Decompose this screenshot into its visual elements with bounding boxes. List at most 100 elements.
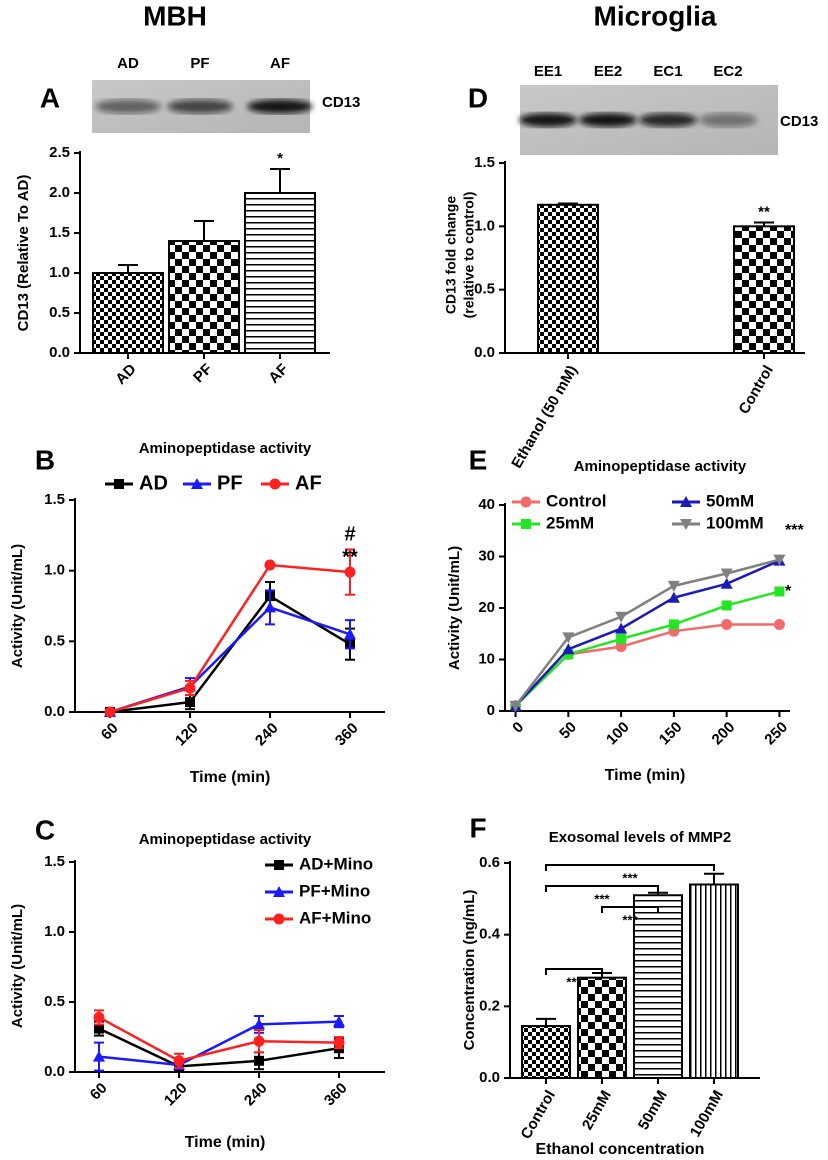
- comparison-label: ***: [566, 974, 582, 989]
- blot-band: [698, 113, 758, 127]
- marker: [774, 586, 785, 597]
- marker: [562, 632, 575, 644]
- bar: [633, 894, 683, 1079]
- legend-marker: [269, 478, 281, 490]
- y-tick-label: 1.0: [474, 217, 495, 234]
- legend-marker: [521, 519, 531, 529]
- marker: [93, 1011, 105, 1023]
- marker: [615, 622, 628, 634]
- marker: [333, 1037, 345, 1049]
- legend-marker: [273, 913, 285, 925]
- x-axis-label: Time (min): [605, 767, 686, 784]
- bar: [577, 976, 627, 1080]
- marker: [254, 1055, 264, 1066]
- y-tick-label: 1.5: [49, 224, 70, 241]
- blot-band: [167, 99, 233, 114]
- marker: [721, 600, 732, 611]
- blot-lane-label: AF: [270, 55, 290, 72]
- x-tick-label: 50mM: [635, 1087, 671, 1132]
- x-tick-label: 240: [241, 1080, 271, 1110]
- marker: [104, 706, 116, 718]
- y-tick-label: 0.0: [49, 344, 70, 361]
- x-tick-label: 25mM: [579, 1087, 615, 1132]
- marker: [668, 619, 679, 630]
- y-tick-label: 1.5: [44, 491, 65, 508]
- panel-letter: E: [469, 444, 488, 475]
- x-axis-label: Time (min): [185, 1134, 266, 1151]
- blot-lane-label: PF: [190, 55, 209, 72]
- series-line: [514, 559, 780, 707]
- y-tick-label: 30: [478, 547, 495, 564]
- x-tick-label: 240: [252, 720, 282, 750]
- x-tick-label: 250: [761, 719, 791, 749]
- x-axis-label: Ethanol concentration: [536, 1141, 705, 1158]
- x-tick-label: PF: [190, 361, 216, 387]
- legend-label: AD+Mino: [299, 854, 373, 873]
- significance-label: *: [277, 150, 283, 167]
- series-line: [98, 1016, 340, 1063]
- marker: [615, 611, 628, 623]
- legend-marker: [274, 860, 284, 870]
- x-axis-label: Time (min): [190, 769, 271, 786]
- y-tick-label: 0.5: [44, 993, 65, 1010]
- panel-letter: B: [35, 444, 55, 475]
- legend-marker: [680, 496, 692, 507]
- legend-label: AF: [295, 472, 322, 494]
- panel-letter: C: [35, 814, 55, 845]
- blot-lane-label: AD: [117, 55, 139, 72]
- y-tick-label: 2.5: [49, 144, 70, 161]
- y-axis-label: Activity (Unit/mL): [446, 546, 463, 670]
- marker: [93, 1050, 105, 1062]
- blot-band: [518, 113, 578, 127]
- y-tick-label: 0.6: [479, 854, 500, 871]
- blot-lane-label: EE1: [534, 63, 562, 80]
- bar: [92, 272, 164, 354]
- legend-label: PF: [217, 472, 243, 494]
- comparison-label: ***: [622, 870, 638, 885]
- x-tick-label: 360: [321, 1080, 351, 1110]
- y-axis-label: Concentration (ng/mL): [461, 890, 478, 1051]
- chart-title: Aminopeptidase activity: [574, 458, 747, 475]
- marker: [344, 566, 356, 578]
- marker: [184, 682, 196, 694]
- legend-label: Control: [546, 491, 606, 510]
- blot-label: CD13: [780, 113, 818, 130]
- x-tick-label: AD: [112, 361, 139, 388]
- y-tick-label: 20: [478, 599, 495, 616]
- y-tick-label: 2.0: [49, 184, 70, 201]
- bar: [733, 225, 795, 354]
- bar: [521, 1025, 571, 1079]
- legend-marker: [520, 496, 532, 508]
- blot-lane-label: EE2: [594, 63, 622, 80]
- legend-label: 100mM: [706, 513, 764, 532]
- panel-letter: D: [468, 82, 488, 113]
- y-axis-label: CD13 fold change: [443, 196, 459, 314]
- bar: [244, 192, 316, 354]
- column-header: Microglia: [594, 0, 717, 31]
- y-tick-label: 40: [478, 496, 495, 513]
- significance-label: ***: [785, 522, 804, 539]
- marker: [173, 1055, 185, 1067]
- blot-band: [578, 113, 638, 127]
- marker: [721, 618, 733, 630]
- marker: [94, 1023, 104, 1034]
- legend-marker: [114, 479, 124, 489]
- series-line: [109, 594, 351, 714]
- y-tick-label: 1.0: [44, 923, 65, 940]
- x-tick-label: Ethanol (50 mM): [508, 362, 581, 471]
- y-tick-label: 1.0: [49, 264, 70, 281]
- legend-label: 50mM: [706, 491, 754, 510]
- chart-title: Aminopeptidase activity: [139, 440, 312, 457]
- legend-label: AF+Mino: [299, 908, 371, 927]
- x-tick-label: Control: [518, 1087, 559, 1142]
- comparison-bracket: [545, 864, 715, 871]
- marker: [667, 580, 680, 592]
- y-axis-label: Activity (Unit/mL): [9, 544, 26, 668]
- bar: [537, 203, 599, 354]
- x-tick-label: 120: [161, 1080, 191, 1110]
- marker: [344, 628, 356, 640]
- legend-label: 25mM: [546, 513, 594, 532]
- series-line: [98, 1027, 340, 1068]
- marker: [185, 697, 195, 708]
